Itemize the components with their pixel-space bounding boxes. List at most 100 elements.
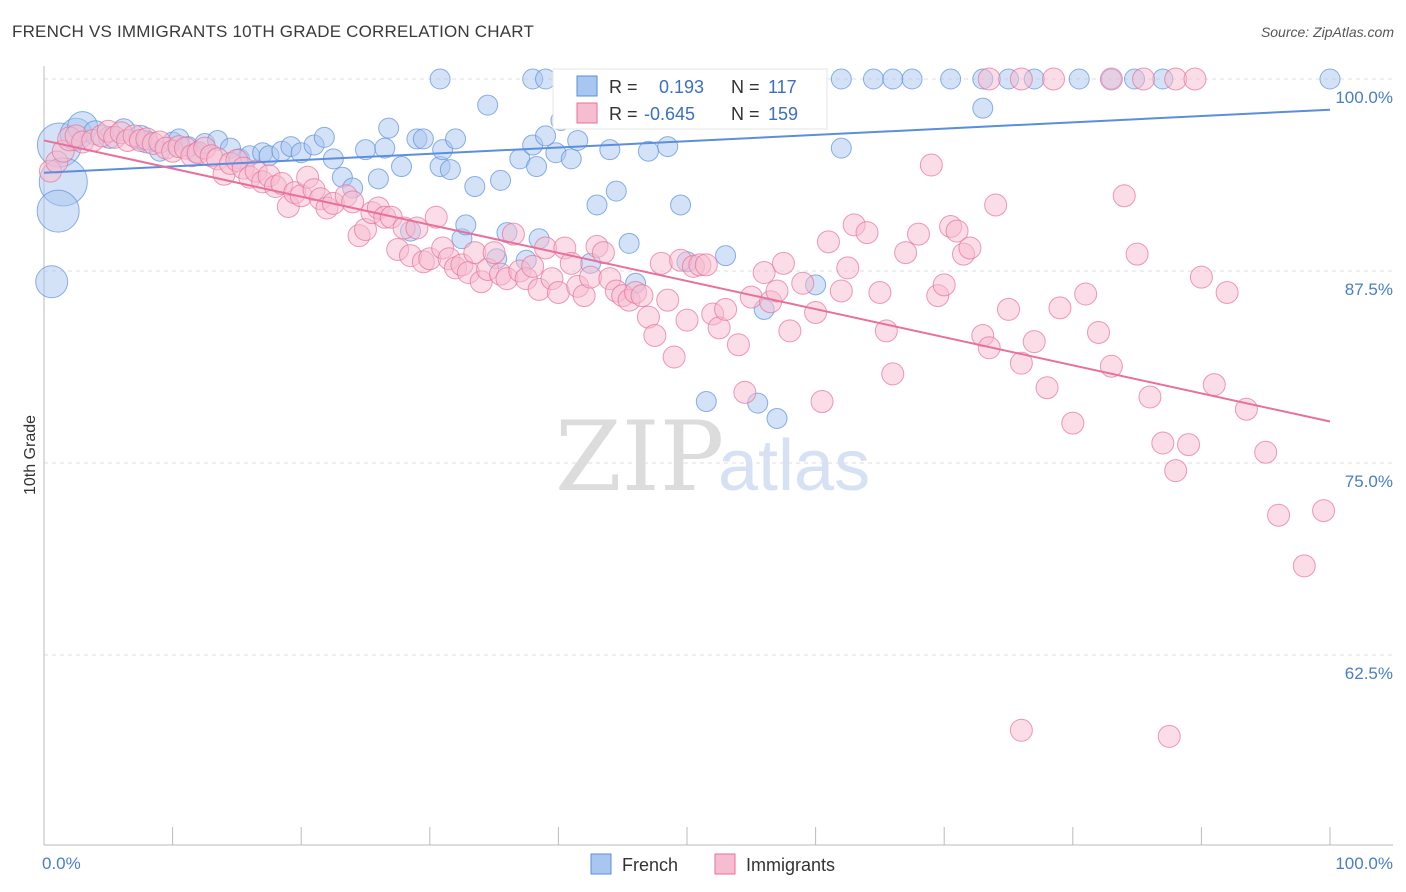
data-point-immigrants bbox=[1151, 431, 1175, 455]
data-point-immigrants bbox=[643, 324, 667, 348]
data-point-french bbox=[830, 137, 852, 159]
y-tick-label: 100.0% bbox=[1335, 88, 1393, 107]
data-point-immigrants bbox=[714, 297, 738, 321]
stats-immigrants-n-value: 159 bbox=[768, 104, 798, 124]
data-point-immigrants bbox=[984, 193, 1008, 217]
data-point-french bbox=[429, 68, 451, 90]
data-point-french bbox=[1068, 68, 1090, 90]
data-point-immigrants bbox=[1112, 184, 1136, 208]
data-point-french bbox=[901, 68, 923, 90]
data-point-immigrants bbox=[1048, 296, 1072, 320]
data-point-french bbox=[367, 168, 389, 190]
data-point-immigrants bbox=[977, 67, 1001, 91]
data-point-french bbox=[35, 265, 69, 299]
data-point-french bbox=[882, 68, 904, 90]
data-point-immigrants bbox=[752, 261, 776, 285]
data-point-immigrants bbox=[894, 241, 918, 265]
stats-immigrants-r-label: R = bbox=[609, 104, 638, 124]
data-point-immigrants bbox=[1164, 459, 1188, 483]
data-point-immigrants bbox=[1009, 351, 1033, 375]
data-point-french bbox=[862, 68, 884, 90]
data-point-immigrants bbox=[932, 273, 956, 297]
data-point-immigrants bbox=[1157, 724, 1181, 748]
stats-immigrants-r-value: -0.645 bbox=[644, 104, 695, 124]
data-point-french bbox=[464, 176, 486, 198]
data-point-french bbox=[313, 126, 335, 148]
data-point-immigrants bbox=[1087, 320, 1111, 344]
data-point-immigrants bbox=[649, 251, 673, 275]
data-point-immigrants bbox=[945, 219, 969, 243]
data-point-french bbox=[972, 97, 994, 119]
data-point-immigrants bbox=[1312, 499, 1336, 523]
data-point-french bbox=[940, 68, 962, 90]
data-point-immigrants bbox=[958, 236, 982, 260]
data-point-immigrants bbox=[1042, 67, 1066, 91]
data-point-immigrants bbox=[656, 288, 680, 312]
data-point-french bbox=[618, 232, 640, 254]
data-point-immigrants bbox=[1189, 265, 1213, 289]
data-point-french bbox=[412, 128, 434, 150]
data-point-immigrants bbox=[630, 284, 654, 308]
legend: French Immigrants bbox=[590, 853, 835, 875]
data-point-french bbox=[445, 128, 467, 150]
y-tick-label: 87.5% bbox=[1345, 280, 1393, 299]
data-point-immigrants bbox=[881, 362, 905, 386]
stats-french-n-value: 117 bbox=[768, 77, 797, 97]
data-point-immigrants bbox=[1061, 411, 1085, 435]
data-point-french bbox=[439, 159, 461, 181]
legend-swatch-immigrants bbox=[714, 853, 736, 875]
data-point-french bbox=[526, 156, 548, 178]
x-tick-label-end: 100.0% bbox=[1335, 854, 1393, 873]
watermark: ZIP atlas bbox=[555, 401, 870, 513]
data-point-immigrants bbox=[1215, 281, 1239, 305]
data-point-french bbox=[455, 214, 477, 236]
data-point-immigrants bbox=[919, 153, 943, 177]
data-point-french bbox=[599, 139, 621, 161]
data-point-french bbox=[830, 68, 852, 90]
data-point-immigrants bbox=[675, 308, 699, 332]
data-point-french bbox=[695, 391, 717, 413]
data-point-immigrants bbox=[778, 319, 802, 343]
y-axis-label: 10th Grade bbox=[22, 415, 39, 495]
chart-source: Source: ZipAtlas.com bbox=[1260, 24, 1394, 40]
data-point-immigrants bbox=[1132, 67, 1156, 91]
data-point-immigrants bbox=[424, 205, 448, 229]
data-point-french bbox=[1319, 68, 1341, 90]
trend-line-immigrants bbox=[43, 139, 1331, 423]
data-point-immigrants bbox=[804, 300, 828, 324]
data-point-immigrants bbox=[791, 271, 815, 295]
data-point-french bbox=[715, 245, 737, 267]
stats-french-r-value: 0.193 bbox=[659, 77, 704, 97]
data-point-french bbox=[560, 148, 582, 170]
legend-swatch-french bbox=[590, 853, 612, 875]
data-point-french bbox=[535, 125, 557, 147]
data-point-french bbox=[391, 156, 413, 178]
stats-french-r-label: R = bbox=[609, 77, 638, 97]
watermark-zip: ZIP bbox=[555, 401, 724, 513]
data-point-french bbox=[670, 194, 692, 216]
data-point-immigrants bbox=[1254, 440, 1278, 464]
data-point-immigrants bbox=[816, 230, 840, 254]
watermark-atlas: atlas bbox=[718, 426, 870, 506]
data-point-immigrants bbox=[836, 256, 860, 280]
legend-label-french: French bbox=[622, 855, 678, 875]
data-point-immigrants bbox=[1074, 282, 1098, 306]
data-point-immigrants bbox=[726, 333, 750, 357]
data-point-immigrants bbox=[1125, 242, 1149, 266]
data-point-immigrants bbox=[694, 253, 718, 277]
tick-labels: 100.0% 87.5% 75.0% 62.5% 0.0% 100.0% bbox=[42, 88, 1393, 873]
stats-swatch-immigrants bbox=[576, 102, 598, 124]
data-point-immigrants bbox=[1022, 330, 1046, 354]
data-point-immigrants bbox=[1009, 67, 1033, 91]
stats-box-frame bbox=[552, 68, 828, 130]
data-point-immigrants bbox=[1164, 67, 1188, 91]
data-point-immigrants bbox=[855, 221, 879, 245]
data-point-french bbox=[378, 117, 400, 139]
legend-label-immigrants: Immigrants bbox=[746, 855, 835, 875]
data-point-immigrants bbox=[579, 265, 603, 289]
chart-title: FRENCH VS IMMIGRANTS 10TH GRADE CORRELAT… bbox=[12, 22, 535, 41]
data-point-french bbox=[766, 407, 788, 429]
data-point-immigrants bbox=[733, 380, 757, 404]
trend-line-french bbox=[43, 108, 1331, 174]
